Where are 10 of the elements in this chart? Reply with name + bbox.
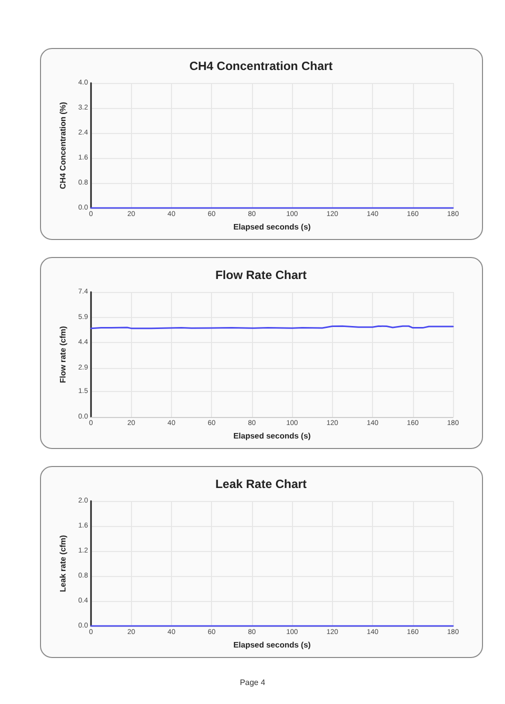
x-axis-title: Elapsed seconds (s) [233, 222, 312, 232]
x-axis-title: Elapsed seconds (s) [233, 431, 312, 440]
text: Page 4 [238, 678, 266, 687]
x-axis-title: Elapsed seconds (s) [233, 640, 312, 650]
y-axis-title: Flow rate (cfm) [58, 326, 68, 383]
y-axis-title: CH4 Concentration (%) [58, 102, 68, 190]
chart-title: Flow Rate Chart [215, 268, 307, 282]
chart-title: CH4 Concentration Chart [189, 59, 333, 73]
chart-title: Leak Rate Chart [215, 477, 307, 491]
y-axis-title: Leak rate (cfm) [58, 534, 68, 592]
